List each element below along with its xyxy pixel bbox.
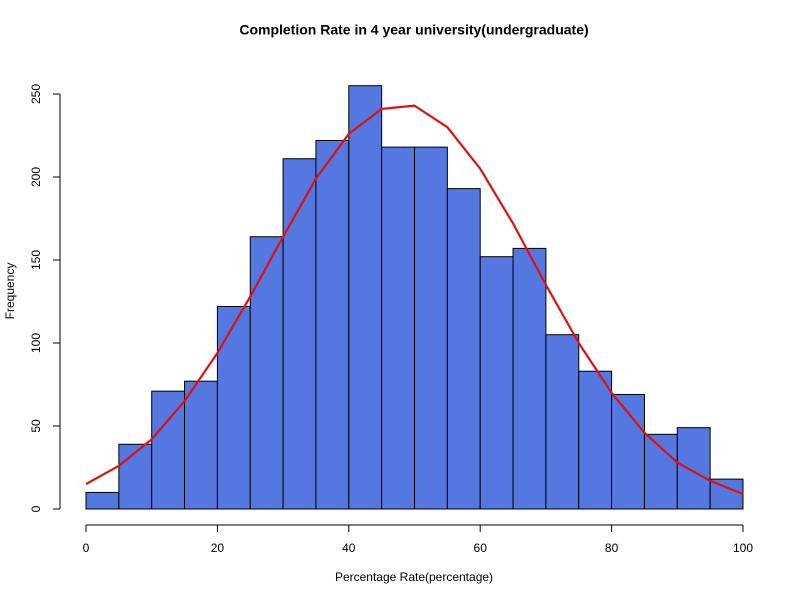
x-tick-label: 40 — [342, 541, 356, 555]
x-tick-label: 60 — [474, 541, 488, 555]
chart-title: Completion Rate in 4 year university(und… — [239, 22, 588, 38]
y-tick-label: 200 — [29, 167, 43, 187]
bar — [118, 443, 153, 510]
bar — [216, 305, 251, 510]
bar — [578, 370, 613, 510]
y-tick-label: 50 — [29, 419, 43, 433]
x-tick-label: 20 — [211, 541, 225, 555]
bar — [446, 188, 481, 510]
bar — [85, 491, 120, 510]
bar — [151, 390, 186, 510]
bar — [545, 334, 580, 510]
density-curve — [85, 104, 744, 496]
bar — [643, 433, 678, 510]
bar — [414, 146, 448, 510]
y-axis-label: Frequency — [3, 263, 17, 320]
bar — [676, 427, 711, 510]
bar — [381, 146, 415, 510]
bar — [249, 236, 284, 510]
y-tick-label: 0 — [29, 505, 43, 512]
bar — [184, 380, 218, 510]
bar — [315, 139, 350, 510]
y-tick-label: 100 — [29, 333, 43, 353]
bar — [479, 256, 514, 510]
x-axis-label: Percentage Rate(percentage) — [335, 570, 493, 584]
bar — [348, 85, 383, 510]
x-tick-label: 80 — [605, 541, 619, 555]
bar — [512, 247, 547, 510]
x-tick-label: 0 — [83, 541, 90, 555]
y-tick-label: 250 — [29, 84, 43, 104]
bar — [282, 158, 317, 510]
x-tick-label: 100 — [733, 541, 753, 555]
y-tick-label: 150 — [29, 250, 43, 270]
